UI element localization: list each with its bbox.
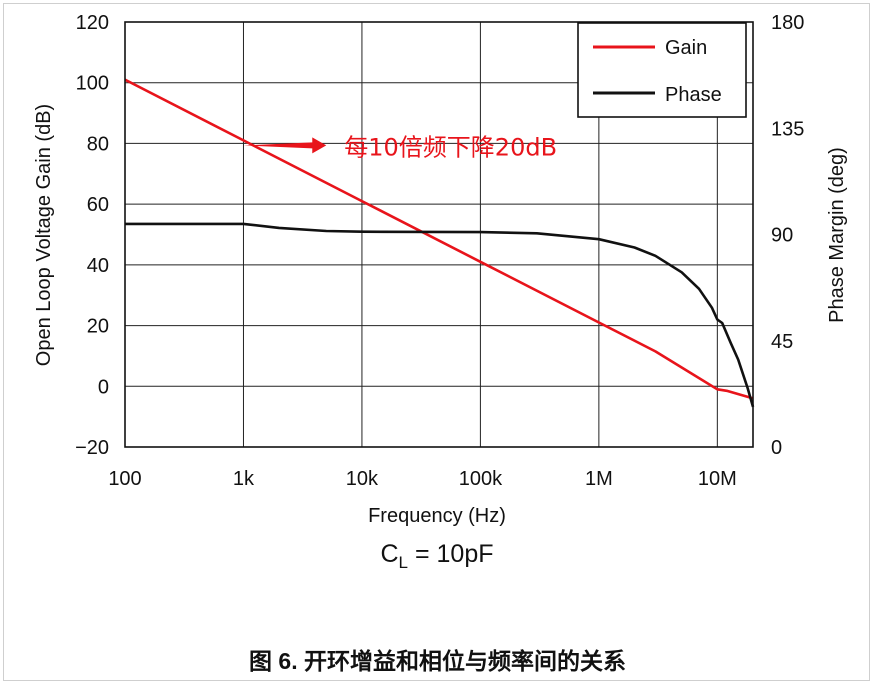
y2-tick-label: 135 — [771, 118, 804, 140]
y-tick-label: 40 — [87, 255, 109, 277]
annotation-text: 每10倍频下降20dB — [344, 133, 557, 161]
x-tick-label: 100 — [108, 468, 141, 490]
figure-caption: 图 6. 开环增益和相位与频率间的关系 — [249, 648, 626, 674]
series-line-phase — [125, 222, 755, 408]
y-axis-label: Open Loop Voltage Gain (dB) — [33, 104, 55, 366]
x-tick-label: 1M — [585, 468, 613, 490]
legend-label-phase: Phase — [665, 84, 722, 106]
x-axis-label: Frequency (Hz) — [368, 505, 506, 527]
annotation-arrow — [243, 137, 327, 154]
y-tick-label: 100 — [76, 73, 109, 95]
y-tick-label: 0 — [98, 376, 109, 398]
subtitle-rest: = 10pF — [408, 540, 493, 568]
y2-tick-label: 90 — [771, 225, 793, 247]
x-tick-label: 10k — [346, 468, 379, 490]
tick-labels: 100 1k 10k 100k 1M 10M 120 100 80 60 40 20 0 −20 180 13… — [75, 12, 804, 490]
series-line-gain — [124, 78, 754, 400]
legend-label-gain: Gain — [665, 37, 707, 59]
y2-axis-label: Phase Margin (deg) — [826, 147, 848, 323]
y-tick-label: −20 — [75, 437, 109, 459]
subtitle: CL = 10pF — [380, 540, 493, 572]
y-tick-label: 60 — [87, 194, 109, 216]
x-tick-label: 100k — [459, 468, 503, 490]
y-tick-label: 20 — [87, 316, 109, 338]
subtitle-main: C — [380, 540, 398, 568]
annotation-layer: 每10倍频下降20dB — [243, 133, 557, 161]
plot-border — [124, 21, 754, 448]
y2-tick-label: 180 — [771, 12, 804, 34]
y-tick-label: 120 — [76, 12, 109, 34]
y-tick-label: 80 — [87, 133, 109, 155]
subtitle-subscript: L — [399, 553, 408, 572]
x-tick-label: 1k — [233, 468, 255, 490]
legend: Gain Phase — [577, 22, 747, 118]
y2-tick-label: 0 — [771, 437, 782, 459]
x-tick-label: 10M — [698, 468, 737, 490]
y2-tick-label: 45 — [771, 331, 793, 353]
series-layer — [124, 78, 755, 408]
